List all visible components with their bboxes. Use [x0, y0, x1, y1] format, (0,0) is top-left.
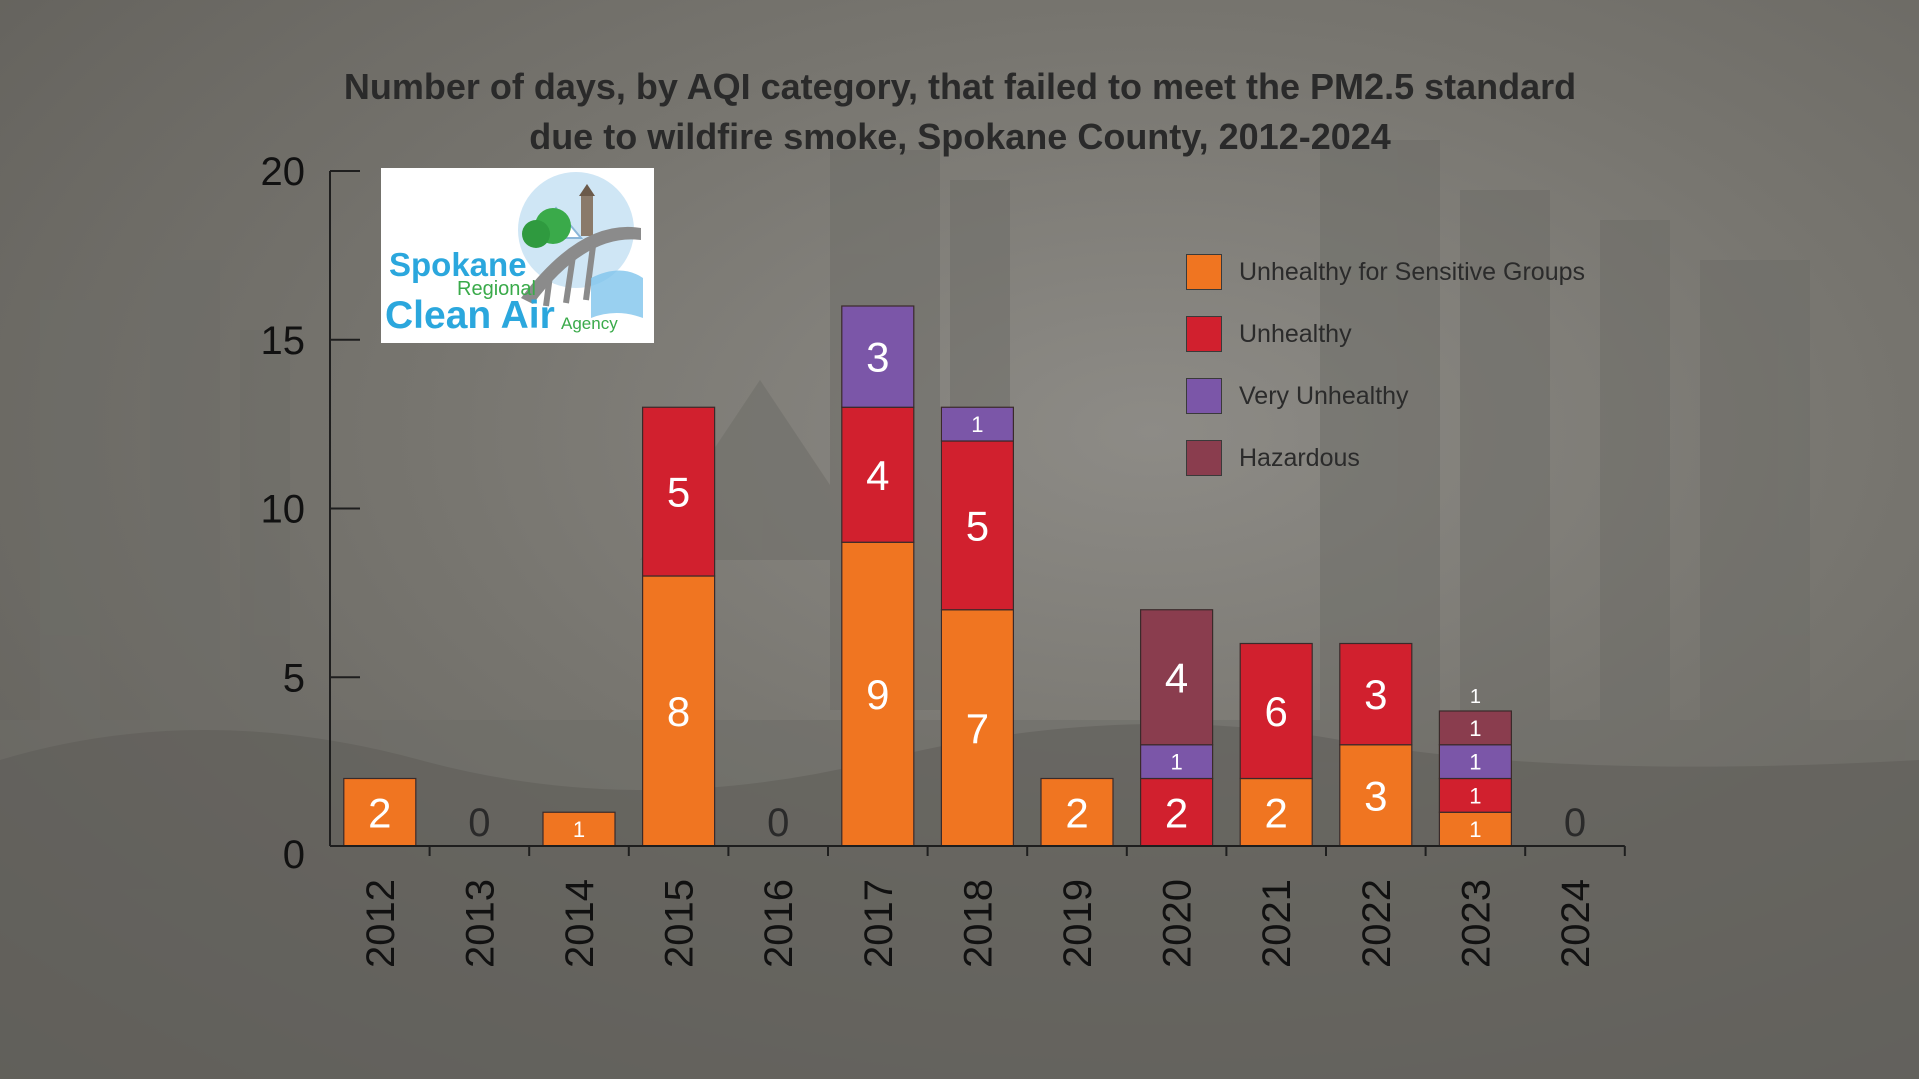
- x-tick-label-2013: 2013: [458, 879, 502, 968]
- bar-label-2023-0: 1: [1469, 817, 1481, 842]
- bar-segment-2023-3: [1438, 710, 1513, 746]
- logo-text-regional: Regional: [457, 278, 536, 300]
- bar-segment-2014-0: [542, 811, 616, 847]
- bar-label-2018-1: 5: [966, 502, 989, 549]
- legend-item-very-unhealthy: Very Unhealthy: [1186, 376, 1686, 416]
- agency-logo: Spokane Regional Clean Air Agency: [381, 168, 654, 343]
- bar-label-2017-2: 3: [866, 334, 889, 381]
- legend-label-unhealthy: Unhealthy: [1239, 320, 1352, 348]
- x-tick-label-2020: 2020: [1156, 879, 1200, 968]
- bar-label-2021-1: 6: [1265, 688, 1288, 735]
- bar-segment-2022-1: [1339, 642, 1413, 746]
- bar-label-2020-3: 4: [1165, 654, 1188, 701]
- x-tick-label-2021: 2021: [1255, 879, 1299, 968]
- bar-label-2023-3: 1: [1469, 716, 1481, 741]
- bar-segment-2020-3: [1139, 609, 1214, 746]
- legend-label-hazardous: Hazardous: [1239, 444, 1360, 472]
- x-tick-label-2012: 2012: [359, 879, 403, 968]
- bar-segment-2018-1: [940, 440, 1015, 611]
- logo-graphic: [518, 172, 643, 318]
- zero-label-2024: 0: [1564, 801, 1586, 845]
- legend-item-hazardous: Hazardous: [1186, 438, 1686, 478]
- zero-label-2016: 0: [767, 801, 789, 845]
- bar-segment-2021-1: [1239, 642, 1313, 780]
- x-tick-label-2024: 2024: [1554, 879, 1598, 968]
- legend-item-unhealthy: Unhealthy: [1186, 314, 1686, 354]
- bar-segment-2018-2: [940, 406, 1015, 442]
- bar-label-2021-0: 2: [1265, 789, 1288, 836]
- bar-label-2022-0: 3: [1364, 772, 1387, 819]
- logo-text-agency: Agency: [561, 314, 618, 333]
- legend-swatch-very-unhealthy: [1186, 378, 1222, 414]
- bar-label-2019-0: 2: [1065, 789, 1088, 836]
- bar-label-2017-1: 4: [866, 452, 889, 499]
- bar-segment-2018-0: [940, 609, 1015, 847]
- legend-label-very-unhealthy: Very Unhealthy: [1239, 382, 1409, 410]
- x-tick-label-2016: 2016: [757, 879, 801, 968]
- chart-title-line-2: due to wildfire smoke, Spokane County, 2…: [529, 116, 1391, 157]
- bar-label-2012-0: 2: [368, 789, 391, 836]
- bar-label-2018-0: 7: [966, 705, 989, 752]
- legend-item-usg: Unhealthy for Sensitive Groups: [1186, 252, 1686, 292]
- logo-text-spokane: Spokane: [389, 246, 527, 283]
- x-tick-label-2017: 2017: [857, 879, 901, 968]
- legend-swatch-unhealthy: [1186, 316, 1222, 352]
- legend-label-usg: Unhealthy for Sensitive Groups: [1239, 258, 1586, 286]
- x-tick-label-2019: 2019: [1056, 879, 1100, 968]
- bar-segment-2017-2: [841, 305, 915, 408]
- bar-label-2020-1: 2: [1165, 789, 1188, 836]
- bar-segment-2019-0: [1040, 777, 1114, 847]
- bar-segment-2020-2: [1139, 744, 1214, 780]
- zero-label-2013: 0: [468, 801, 490, 845]
- chart-title: Number of days, by AQI category, that fa…: [180, 62, 1740, 162]
- bar-label-2020-2: 1: [1170, 750, 1182, 775]
- bar-label-2023-2: 1: [1469, 750, 1481, 775]
- bar-segment-2023-0: [1438, 811, 1513, 847]
- legend-swatch-hazardous: [1186, 440, 1222, 476]
- x-tick-label-2015: 2015: [658, 879, 702, 968]
- legend-swatch-usg: [1186, 254, 1222, 290]
- y-tick-label-15: 15: [261, 319, 306, 363]
- bar-segment-2015-1: [641, 406, 716, 577]
- bar-label-2017-0: 9: [866, 671, 889, 718]
- bar-label-2014-0: 1: [573, 817, 585, 842]
- x-tick-label-2022: 2022: [1355, 879, 1399, 968]
- y-tick-label-20: 20: [261, 150, 306, 194]
- y-tick-label-10: 10: [261, 488, 306, 532]
- x-tick-label-2014: 2014: [558, 879, 602, 968]
- y-tick-label-0: 0: [283, 833, 305, 877]
- bar-segment-2023-1: [1438, 777, 1513, 813]
- logo-text-clean-air: Clean Air: [385, 294, 555, 337]
- bar-label-2015-1: 5: [667, 469, 690, 516]
- chart-title-line-1: Number of days, by AQI category, that fa…: [343, 66, 1577, 107]
- x-tick-label-2018: 2018: [956, 879, 1000, 968]
- bar-segment-2020-1: [1139, 777, 1214, 847]
- top-label-2023: 1: [1470, 686, 1481, 708]
- bar-label-2023-1: 1: [1469, 783, 1481, 808]
- bar-segment-2015-0: [641, 575, 716, 847]
- x-tick-label-2023: 2023: [1454, 879, 1498, 968]
- bar-label-2018-2: 1: [971, 412, 983, 437]
- y-tick-label-5: 5: [283, 656, 305, 700]
- bar-label-2022-1: 3: [1364, 671, 1387, 718]
- bar-label-2015-0: 8: [667, 688, 690, 735]
- bar-segment-2012-0: [343, 777, 417, 847]
- bar-segment-2022-0: [1339, 744, 1413, 847]
